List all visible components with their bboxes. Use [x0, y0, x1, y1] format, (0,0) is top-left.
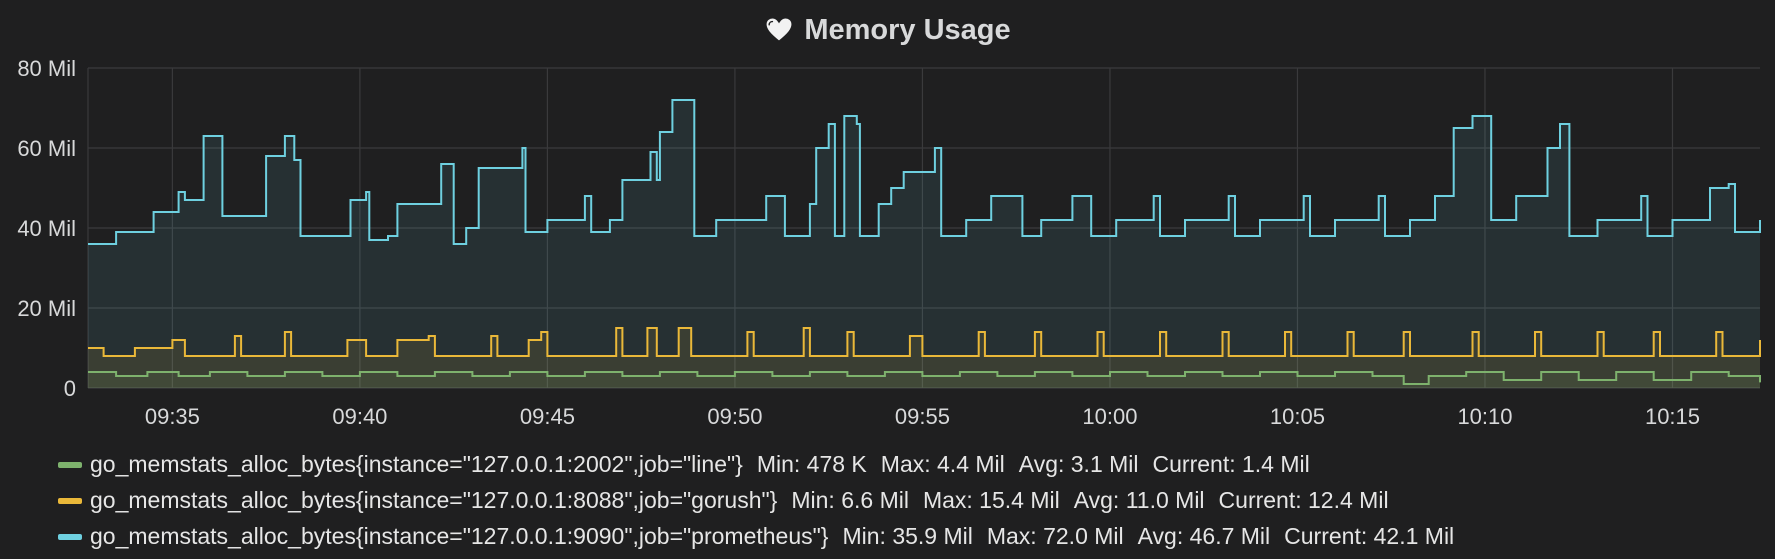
x-tick-label: 09:55	[895, 404, 950, 429]
x-tick-label: 10:15	[1645, 404, 1700, 429]
legend-item-line[interactable]: go_memstats_alloc_bytes{instance="127.0.…	[58, 446, 1454, 482]
y-tick-label: 80 Mil	[17, 56, 76, 81]
y-tick-label: 0	[64, 376, 76, 401]
legend-swatch	[58, 462, 82, 468]
y-tick-label: 20 Mil	[17, 296, 76, 321]
heart-icon	[765, 17, 794, 43]
legend-series-name[interactable]: go_memstats_alloc_bytes{instance="127.0.…	[90, 487, 778, 513]
series-line	[88, 327, 1761, 357]
legend: go_memstats_alloc_bytes{instance="127.0.…	[58, 446, 1454, 554]
x-tick-label: 09:45	[520, 404, 575, 429]
series-line	[88, 371, 1761, 385]
y-tick-label: 40 Mil	[17, 216, 76, 241]
legend-max: Max: 4.4 Mil	[880, 451, 1005, 477]
x-tick-label: 10:00	[1082, 404, 1137, 429]
legend-swatch	[58, 534, 82, 540]
legend-item-prometheus[interactable]: go_memstats_alloc_bytes{instance="127.0.…	[58, 518, 1454, 554]
series-area-layer	[88, 100, 1760, 388]
legend-series-name[interactable]: go_memstats_alloc_bytes{instance="127.0.…	[90, 523, 829, 549]
legend-max: Max: 15.4 Mil	[922, 487, 1060, 513]
legend-max: Max: 72.0 Mil	[986, 523, 1124, 549]
x-tick-label: 10:05	[1270, 404, 1325, 429]
grid-layer	[87, 67, 1760, 389]
legend-min: Min: 35.9 Mil	[842, 523, 973, 549]
legend-series-name[interactable]: go_memstats_alloc_bytes{instance="127.0.…	[90, 451, 743, 477]
x-axis: 09:35 09:40 09:45 09:50 09:55 10:00 10:05 10:10…	[145, 404, 1700, 429]
legend-current: Current: 12.4 Mil	[1218, 487, 1389, 513]
legend-current: Current: 1.4 Mil	[1152, 451, 1310, 477]
legend-min: Min: 478 K	[756, 451, 867, 477]
series-line	[88, 99, 1761, 245]
legend-avg: Avg: 11.0 Mil	[1073, 487, 1205, 513]
legend-swatch	[58, 498, 82, 504]
y-tick-label: 60 Mil	[17, 136, 76, 161]
x-tick-label: 10:10	[1457, 404, 1512, 429]
x-tick-label: 09:50	[707, 404, 762, 429]
series-area	[88, 100, 1760, 388]
legend-min: Min: 6.6 Mil	[791, 487, 909, 513]
y-axis: 0 20 Mil 40 Mil 60 Mil 80 Mil	[17, 56, 76, 401]
legend-item-gorush[interactable]: go_memstats_alloc_bytes{instance="127.0.…	[58, 482, 1454, 518]
legend-avg: Avg: 3.1 Mil	[1018, 451, 1139, 477]
x-tick-label: 09:35	[145, 404, 200, 429]
legend-avg: Avg: 46.7 Mil	[1137, 523, 1271, 549]
series-line-layer	[88, 99, 1761, 385]
panel-title-text: Memory Usage	[804, 13, 1011, 46]
legend-current: Current: 42.1 Mil	[1284, 523, 1455, 549]
panel-title[interactable]: Memory Usage	[0, 8, 1775, 52]
x-tick-label: 09:40	[332, 404, 387, 429]
